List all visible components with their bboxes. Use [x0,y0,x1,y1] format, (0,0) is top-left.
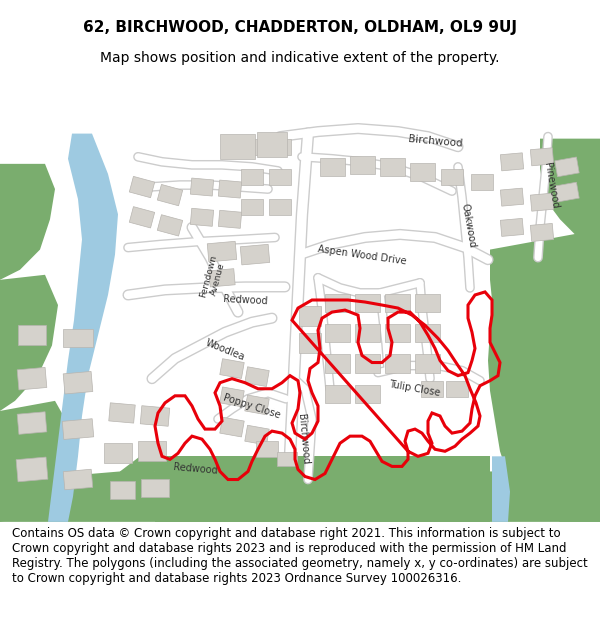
Bar [17,412,47,434]
Bar [269,139,291,155]
Bar [320,158,344,176]
Bar [140,406,170,426]
Bar [355,354,380,372]
Bar [277,452,297,466]
Polygon shape [492,456,510,522]
Bar [109,403,135,423]
Bar [16,457,48,482]
Bar [209,269,235,287]
Bar [256,441,278,458]
Polygon shape [155,456,490,522]
Polygon shape [540,139,600,259]
Polygon shape [0,401,72,522]
Polygon shape [0,275,58,411]
Bar [63,469,93,490]
Text: Redwood: Redwood [172,462,218,476]
Text: Pinewood: Pinewood [542,161,560,209]
Text: Woodlea: Woodlea [204,338,246,363]
Bar [157,184,182,206]
Bar [220,359,244,379]
Bar [220,134,254,159]
Text: Redwood: Redwood [223,294,268,306]
Bar [218,211,242,228]
Bar [325,324,349,342]
Bar [555,182,579,202]
Bar [257,132,287,158]
Bar [245,367,269,386]
Bar [130,207,155,228]
Bar [220,387,244,407]
Text: Aspen Wood Drive: Aspen Wood Drive [317,244,407,267]
Bar [62,419,94,439]
Bar [380,158,404,176]
Bar [355,385,380,403]
Bar [415,294,439,312]
Bar [299,333,321,354]
Bar [240,244,270,265]
Bar [446,381,468,397]
Bar [325,354,349,372]
Bar [325,385,349,403]
Bar [530,193,554,211]
Text: Tulip Close: Tulip Close [389,379,442,398]
Bar [241,139,263,155]
Bar [190,178,214,196]
Polygon shape [48,134,118,522]
Bar [415,354,439,372]
Bar [500,188,524,206]
Text: Map shows position and indicative extent of the property.: Map shows position and indicative extent… [100,51,500,65]
Bar [207,241,237,262]
Polygon shape [0,456,160,512]
Bar [385,354,409,372]
Bar [18,325,46,346]
Bar [17,368,47,390]
Bar [471,174,493,190]
Bar [220,418,244,437]
Bar [157,215,182,236]
Polygon shape [0,471,600,522]
Bar [299,306,321,326]
Bar [104,443,132,463]
Bar [245,425,269,445]
Bar [500,153,524,171]
Text: Contains OS data © Crown copyright and database right 2021. This information is : Contains OS data © Crown copyright and d… [12,527,588,585]
Bar [110,481,134,499]
Bar [415,324,439,342]
Bar [130,176,155,198]
Bar [218,180,242,198]
Bar [269,169,291,185]
Text: Birchwood: Birchwood [296,414,310,465]
Bar [500,218,524,236]
Bar [385,294,409,312]
Bar [530,148,554,166]
Bar [530,223,554,241]
Bar [421,381,443,397]
Bar [138,441,166,461]
Bar [355,324,380,342]
Text: Ferndown
Avenue: Ferndown Avenue [198,254,228,302]
Bar [241,169,263,185]
Bar [269,199,291,215]
Bar [385,324,409,342]
Polygon shape [0,164,55,280]
Bar [409,163,434,181]
Bar [355,294,380,312]
Bar [349,156,374,174]
Bar [441,169,463,185]
Text: Birchwood: Birchwood [407,134,463,149]
Text: Oakwood: Oakwood [459,202,477,249]
Polygon shape [488,229,600,522]
Bar [555,157,579,177]
Bar [190,208,214,226]
Polygon shape [155,456,490,476]
Bar [63,371,93,394]
Bar [63,329,93,348]
Bar [325,294,349,312]
Bar [141,479,169,497]
Bar [241,199,263,215]
Text: 62, BIRCHWOOD, CHADDERTON, OLDHAM, OL9 9UJ: 62, BIRCHWOOD, CHADDERTON, OLDHAM, OL9 9… [83,19,517,34]
Bar [245,395,269,415]
Text: Poppy Close: Poppy Close [222,393,282,421]
